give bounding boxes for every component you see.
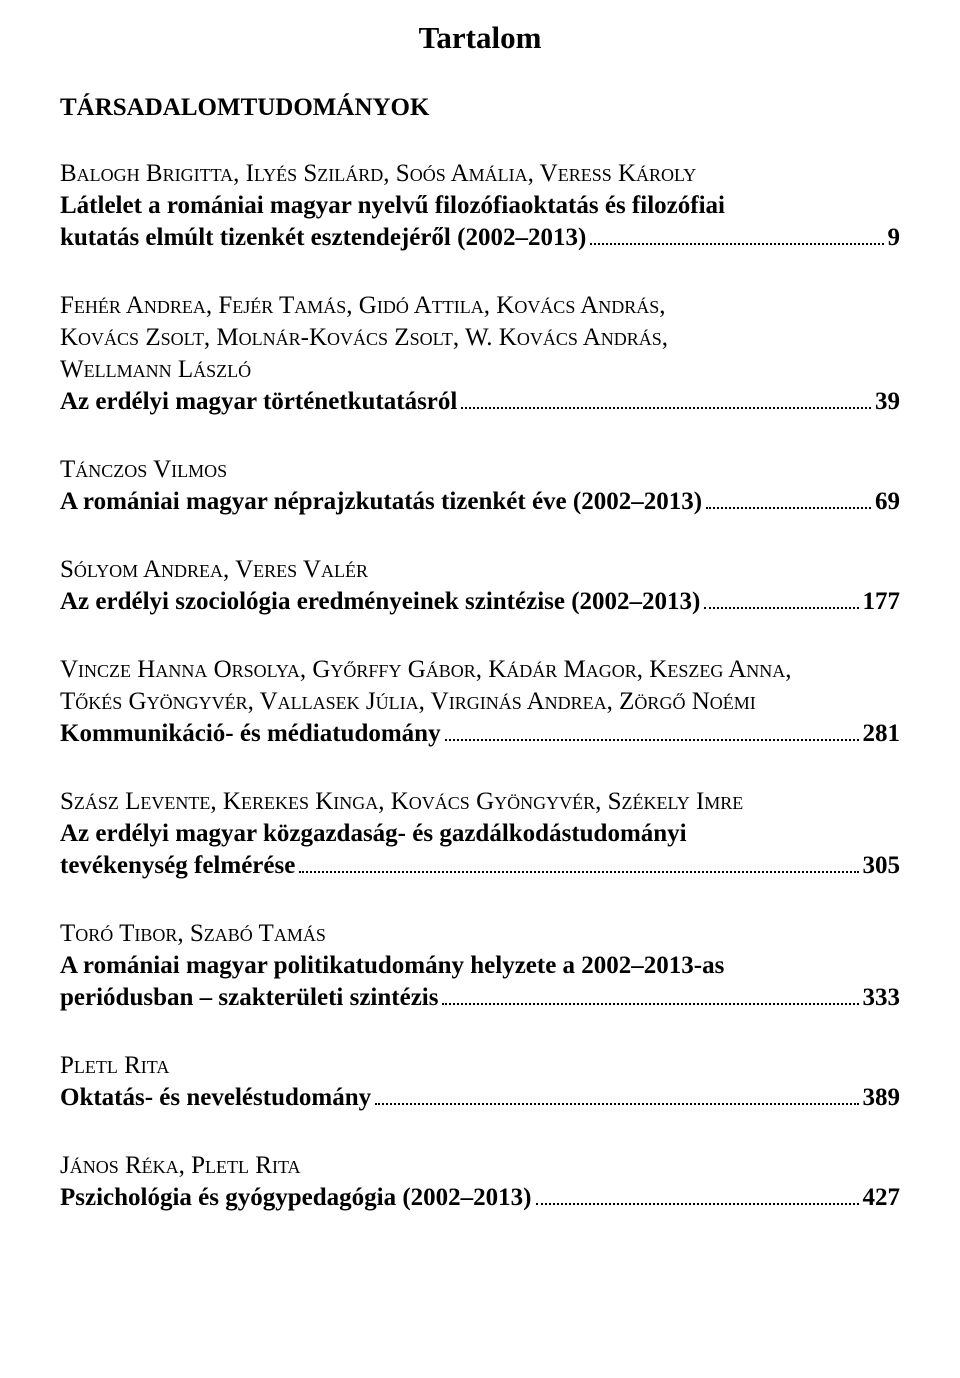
leader-dots [536, 1183, 859, 1205]
toc-entry: Sólyom Andrea, Veres Valér Az erdélyi sz… [60, 554, 900, 618]
toc-entry: Vincze Hanna Orsolya, Győrffy Gábor, Kád… [60, 654, 900, 750]
entry-leader-row: A romániai magyar néprajzkutatás tizenké… [60, 486, 900, 518]
entry-leader-row: Oktatás- és neveléstudomány 389 [60, 1082, 900, 1114]
page-title: Tartalom [60, 20, 900, 56]
entry-title-line: Kommunikáció- és médiatudomány [60, 718, 441, 750]
entry-title-line: A romániai magyar politikatudomány helyz… [60, 950, 900, 982]
entry-page: 9 [888, 222, 901, 254]
entry-authors: Szász Levente, Kerekes Kinga, Kovács Gyö… [60, 786, 900, 818]
entry-title-line: Pszichológia és gyógypedagógia (2002–201… [60, 1182, 532, 1214]
leader-dots [590, 223, 883, 245]
entry-title-line: Látlelet a romániai magyar nyelvű filozó… [60, 190, 900, 222]
leader-dots [461, 387, 871, 409]
toc-entry: János Réka, Pletl Rita Pszichológia és g… [60, 1150, 900, 1214]
entry-page: 69 [875, 486, 900, 518]
entry-title-line: kutatás elmúlt tizenkét esztendejéről (2… [60, 222, 586, 254]
leader-dots [299, 851, 858, 873]
entry-authors: Fehér Andrea, Fejér Tamás, Gidó Attila, … [60, 290, 900, 322]
section-heading: TÁRSADALOMTUDOMÁNYOK [60, 94, 900, 122]
entry-authors: Tánczos Vilmos [60, 454, 900, 486]
entry-leader-row: Az erdélyi magyar történetkutatásról 39 [60, 386, 900, 418]
entry-page: 427 [863, 1182, 901, 1214]
entry-title-line: tevékenység felmérése [60, 850, 295, 882]
entry-authors: Wellmann László [60, 354, 900, 386]
leader-dots [445, 719, 859, 741]
entry-authors: Tőkés Gyöngyvér, Vallasek Júlia, Virginá… [60, 686, 900, 718]
entry-leader-row: tevékenység felmérése 305 [60, 850, 900, 882]
entry-leader-row: Kommunikáció- és médiatudomány 281 [60, 718, 900, 750]
entry-title-line: Az erdélyi magyar történetkutatásról [60, 386, 457, 418]
entry-authors: Kovács Zsolt, Molnár-Kovács Zsolt, W. Ko… [60, 322, 900, 354]
entry-title-line: Oktatás- és neveléstudomány [60, 1082, 371, 1114]
toc-entry: Szász Levente, Kerekes Kinga, Kovács Gyö… [60, 786, 900, 882]
toc-entry: Balogh Brigitta, Ilyés Szilárd, Soós Amá… [60, 158, 900, 254]
entry-leader-row: Az erdélyi szociológia eredményeinek szi… [60, 586, 900, 618]
entry-authors: Pletl Rita [60, 1050, 900, 1082]
entry-page: 177 [863, 586, 901, 618]
entry-page: 305 [863, 850, 901, 882]
toc-entry: Tánczos Vilmos A romániai magyar néprajz… [60, 454, 900, 518]
entry-page: 333 [863, 982, 901, 1014]
entry-page: 389 [863, 1082, 901, 1114]
entry-title-line: Az erdélyi magyar közgazdaság- és gazdál… [60, 818, 900, 850]
entry-authors: Sólyom Andrea, Veres Valér [60, 554, 900, 586]
entry-authors: János Réka, Pletl Rita [60, 1150, 900, 1182]
toc-entry: Toró Tibor, Szabó Tamás A romániai magya… [60, 918, 900, 1014]
entry-title-line: periódusban – szakterületi szintézis [60, 982, 438, 1014]
entry-leader-row: kutatás elmúlt tizenkét esztendejéről (2… [60, 222, 900, 254]
toc-entry: Pletl Rita Oktatás- és neveléstudomány 3… [60, 1050, 900, 1114]
entry-authors: Balogh Brigitta, Ilyés Szilárd, Soós Amá… [60, 158, 900, 190]
leader-dots [375, 1083, 858, 1105]
entry-leader-row: periódusban – szakterületi szintézis 333 [60, 982, 900, 1014]
entry-page: 39 [875, 386, 900, 418]
entry-page: 281 [863, 718, 901, 750]
leader-dots [442, 983, 858, 1005]
entry-authors: Vincze Hanna Orsolya, Győrffy Gábor, Kád… [60, 654, 900, 686]
leader-dots [706, 487, 871, 509]
entry-title-line: A romániai magyar néprajzkutatás tizenké… [60, 486, 702, 518]
entry-title-line: Az erdélyi szociológia eredményeinek szi… [60, 586, 700, 618]
entry-leader-row: Pszichológia és gyógypedagógia (2002–201… [60, 1182, 900, 1214]
leader-dots [704, 587, 858, 609]
toc-entry: Fehér Andrea, Fejér Tamás, Gidó Attila, … [60, 290, 900, 418]
entry-authors: Toró Tibor, Szabó Tamás [60, 918, 900, 950]
